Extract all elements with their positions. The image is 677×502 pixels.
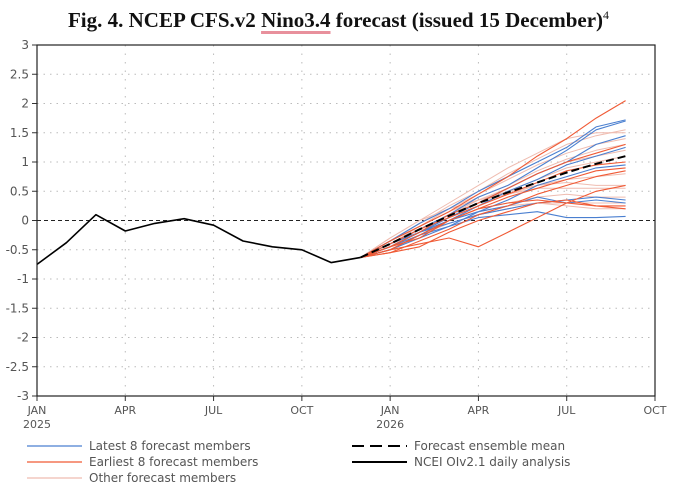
legend-mean-label: Forecast ensemble mean xyxy=(414,439,565,453)
x-tick-label: JAN xyxy=(380,404,400,417)
y-tick-label: 1 xyxy=(21,155,29,169)
y-tick-label: -1.5 xyxy=(6,301,29,315)
earliest-member-line xyxy=(360,199,626,258)
latest-member-line xyxy=(360,119,626,258)
y-tick-label: 0 xyxy=(21,214,29,228)
legend-latest-label: Latest 8 forecast members xyxy=(89,439,251,453)
y-tick-label: 0.5 xyxy=(10,184,29,198)
y-tick-label: -2.5 xyxy=(6,360,29,374)
plot-frame xyxy=(36,44,656,397)
y-tick-label: 2.5 xyxy=(10,67,29,81)
x-tick-label: OCT xyxy=(643,404,666,417)
other-member-line xyxy=(360,202,626,258)
x-tick-label: JAN xyxy=(27,404,47,417)
chart-title: Fig. 4. NCEP CFS.v2 Nino3.4 forecast (is… xyxy=(0,8,677,33)
earliest-member-line xyxy=(360,184,626,258)
y-tick-label: -2 xyxy=(17,331,29,345)
x-tick-label: APR xyxy=(114,404,136,417)
y-tick-label: -0.5 xyxy=(6,243,29,257)
title-suffix: forecast (issued 15 December) xyxy=(330,8,604,32)
title-nino34: Nino3.4 xyxy=(261,8,331,32)
x-tick-label: OCT xyxy=(290,404,313,417)
latest-member-line xyxy=(360,196,626,258)
earliest-member-line xyxy=(360,199,626,258)
x-tick-label: APR xyxy=(468,404,490,417)
legend-observed-label: NCEI OIv2.1 daily analysis xyxy=(414,455,570,469)
x-tick-year-label: 2026 xyxy=(376,418,404,431)
y-tick-label: -3 xyxy=(17,389,29,403)
y-tick-label: 2 xyxy=(21,97,29,111)
title-prefix: Fig. 4. NCEP CFS.v2 xyxy=(67,8,262,32)
observed-line xyxy=(36,213,361,266)
legend-earliest-label: Earliest 8 forecast members xyxy=(89,455,258,469)
title-footnote: 4 xyxy=(603,8,610,22)
other-member-line xyxy=(360,202,626,258)
earliest-member-line xyxy=(360,100,626,258)
y-tick-label: 3 xyxy=(21,38,29,52)
latest-member-line xyxy=(360,120,626,258)
other-member-line xyxy=(360,138,626,258)
earliest-member-line xyxy=(360,143,626,258)
ensemble-mean-line xyxy=(360,155,626,259)
y-tick-label: 1.5 xyxy=(10,126,29,140)
x-tick-label: JUL xyxy=(204,404,223,417)
legend-other-label: Other forecast members xyxy=(89,471,236,485)
x-tick-year-label: 2025 xyxy=(23,418,51,431)
y-tick-label: -1 xyxy=(17,272,29,286)
x-tick-label: JUL xyxy=(557,404,576,417)
